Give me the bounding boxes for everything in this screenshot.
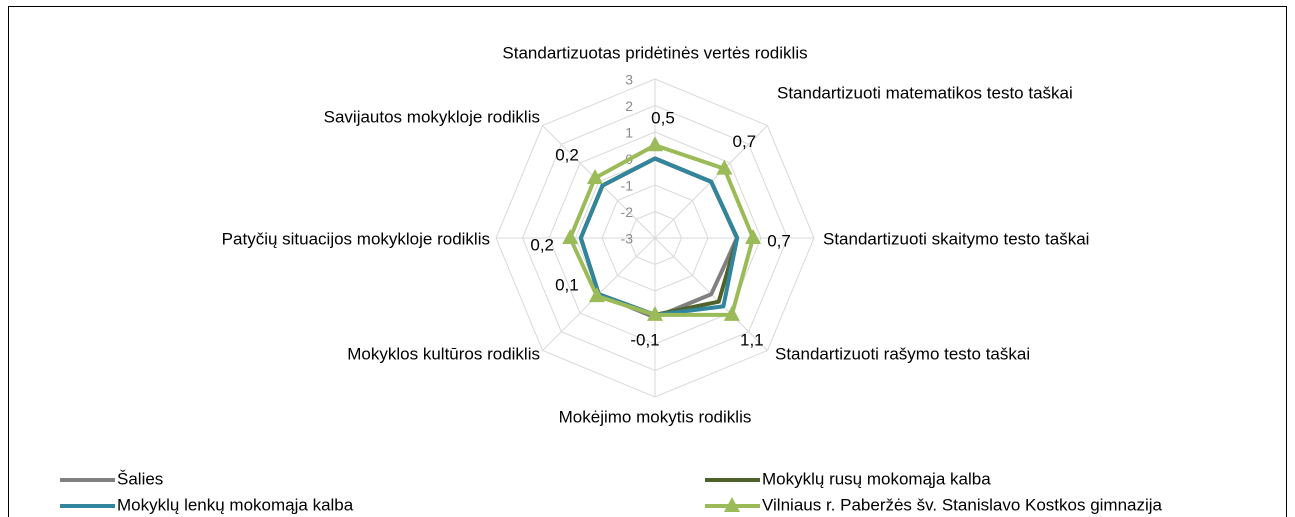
data-point	[745, 229, 762, 244]
y-tick-label: 2	[625, 98, 633, 114]
data-point	[723, 305, 740, 321]
legend-label: Vilniaus r. Paberžės šv. Stanislavo Kost…	[762, 495, 1163, 514]
data-point	[647, 136, 663, 152]
legend-marker	[724, 497, 740, 512]
data-point	[588, 287, 605, 303]
data-label: 0,5	[651, 109, 675, 128]
data-label: 0,2	[555, 146, 579, 165]
y-tick-label: -1	[621, 178, 634, 194]
axis-label: Patyčių situacijos mokykloje rodiklis	[222, 229, 490, 248]
data-point	[647, 305, 663, 321]
data-label: 1,1	[740, 330, 764, 349]
data-point	[587, 169, 604, 185]
axis-label: Standartizuoti skaitymo testo taškai	[823, 229, 1089, 248]
data-label: 0,1	[555, 276, 579, 295]
axis-label: Savijautos mokykloje rodiklis	[324, 107, 540, 126]
axis-label: Mokėjimo mokytis rodiklis	[559, 407, 752, 426]
data-label: -0,1	[630, 330, 659, 349]
y-tick-label: 1	[625, 125, 633, 141]
y-tick-label: -2	[621, 204, 634, 220]
axis-label: Mokyklos kultūros rodiklis	[347, 344, 540, 363]
data-label: 0,2	[530, 235, 554, 254]
legend-label: Mokyklų rusų mokomąja kalba	[762, 469, 991, 488]
data-label: 0,7	[733, 132, 757, 151]
data-point	[716, 159, 733, 175]
axis-label: Standartizuoti matematikos testo taškai	[777, 83, 1073, 102]
y-tick-label: -3	[621, 231, 634, 247]
data-point	[562, 229, 579, 244]
legend-label: Šalies	[117, 469, 163, 488]
y-tick-label: 3	[625, 72, 633, 88]
axis-label: Standartizuoti rašymo testo taškai	[775, 344, 1030, 363]
axis-label: Standartizuotas pridėtinės vertės rodikl…	[502, 43, 807, 62]
data-label: 0,7	[767, 231, 791, 250]
legend-label: Mokyklų lenkų mokomąja kalba	[117, 495, 354, 514]
